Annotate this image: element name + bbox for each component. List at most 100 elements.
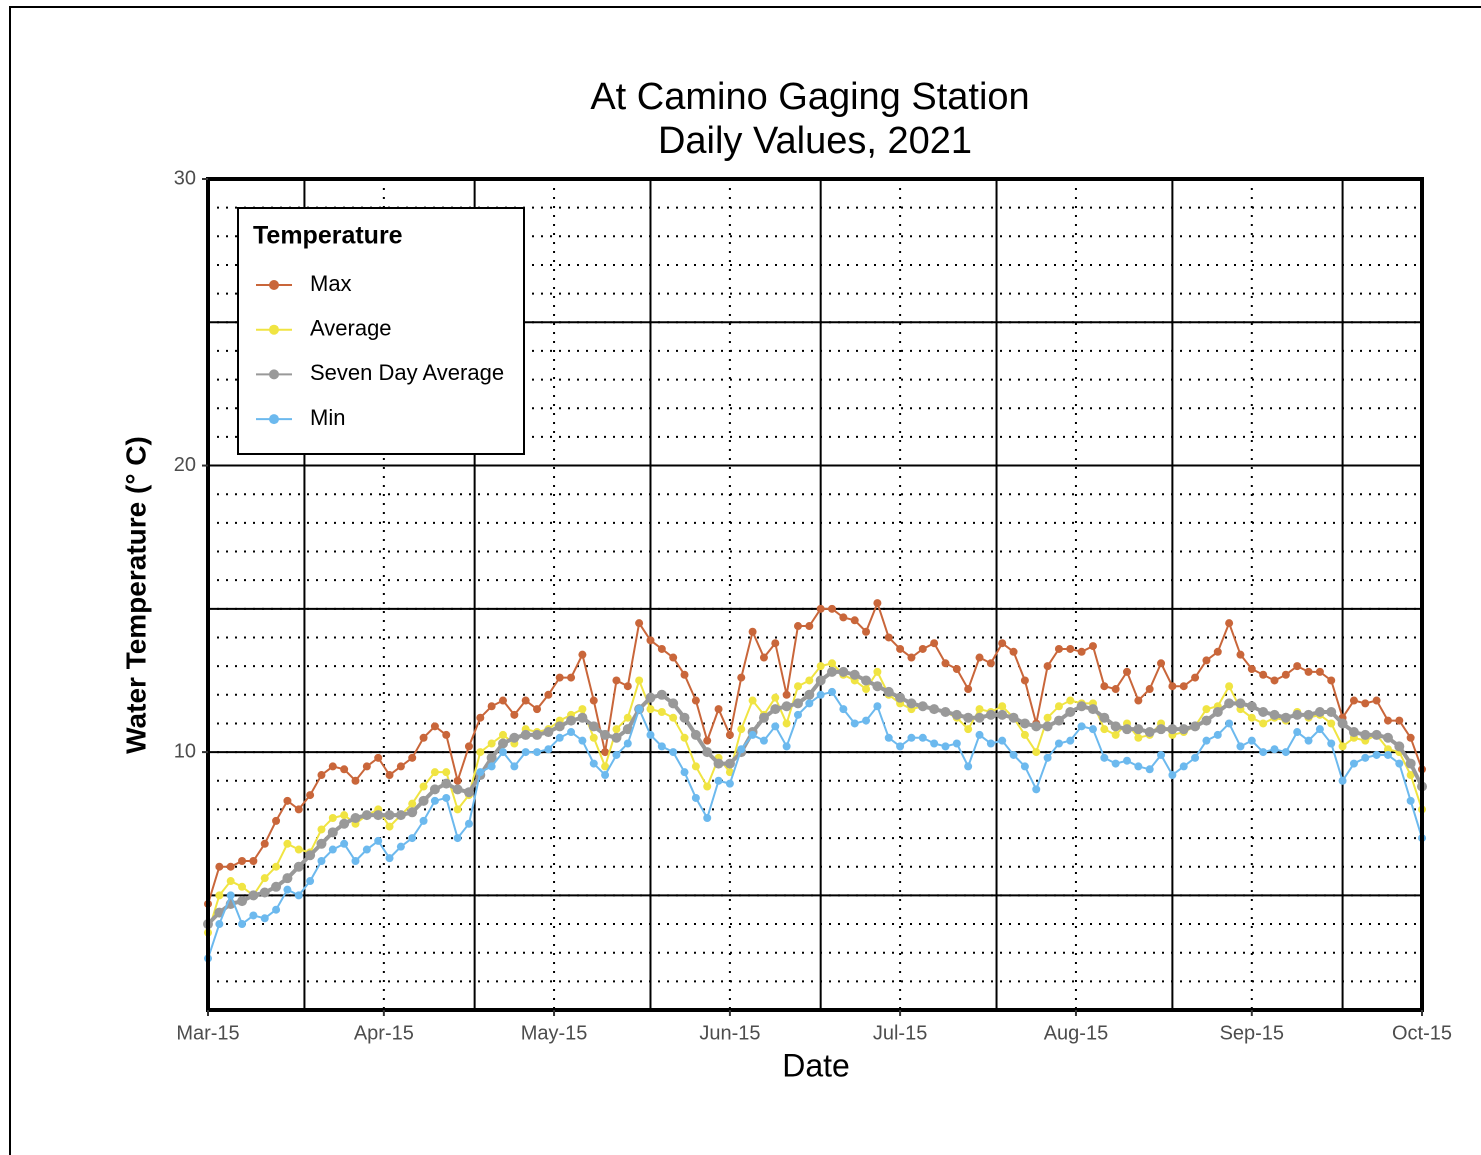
point — [272, 905, 281, 914]
point — [635, 705, 644, 714]
point — [1394, 741, 1405, 752]
point — [815, 675, 826, 686]
point — [1100, 753, 1109, 762]
point — [487, 762, 496, 771]
point — [453, 805, 462, 814]
point — [669, 653, 678, 662]
point — [1225, 619, 1234, 628]
x-tick-label: Mar-15 — [176, 1022, 239, 1044]
point — [1280, 712, 1291, 723]
point — [1179, 682, 1188, 691]
point — [963, 712, 974, 723]
point — [442, 768, 451, 777]
point — [578, 736, 587, 745]
point — [395, 810, 406, 821]
x-tick-label: Jun-15 — [699, 1022, 760, 1044]
point — [1145, 685, 1154, 694]
point — [601, 771, 610, 780]
point — [385, 822, 394, 831]
point — [839, 613, 848, 622]
point — [509, 732, 520, 743]
point — [419, 733, 428, 742]
point — [883, 686, 894, 697]
point — [589, 759, 598, 768]
point — [1269, 709, 1280, 720]
point — [577, 712, 588, 723]
point — [1111, 685, 1120, 694]
point — [828, 604, 837, 613]
point — [339, 818, 350, 829]
point — [884, 733, 893, 742]
point — [419, 782, 428, 791]
point — [567, 673, 576, 682]
point — [793, 710, 802, 719]
point — [498, 748, 507, 757]
point — [1191, 753, 1200, 762]
point — [862, 627, 871, 636]
point — [1235, 698, 1246, 709]
point — [623, 713, 632, 722]
point — [1259, 719, 1268, 728]
y-tick-label: 30 — [174, 167, 196, 189]
series — [204, 599, 1426, 908]
point — [975, 705, 984, 714]
point — [362, 845, 371, 854]
legend-label: Average — [310, 316, 392, 341]
point — [1156, 724, 1167, 735]
point — [645, 692, 656, 703]
point — [748, 627, 757, 636]
legend-label: Seven Day Average — [310, 360, 504, 385]
point — [248, 890, 259, 901]
point — [1031, 721, 1042, 732]
point — [238, 856, 247, 865]
point — [316, 838, 327, 849]
point — [1190, 721, 1201, 732]
point — [1292, 709, 1303, 720]
point — [544, 745, 553, 754]
point — [635, 619, 644, 628]
point — [441, 778, 452, 789]
point — [680, 670, 689, 679]
point — [930, 739, 939, 748]
point — [816, 604, 825, 613]
point — [305, 850, 316, 861]
point — [317, 771, 326, 780]
point — [554, 721, 565, 732]
point — [1111, 730, 1120, 739]
point — [1247, 665, 1256, 674]
point — [1145, 765, 1154, 774]
point — [1077, 722, 1086, 731]
point — [487, 702, 496, 711]
point — [759, 736, 768, 745]
point — [1371, 729, 1382, 740]
point — [1259, 670, 1268, 679]
point — [771, 722, 780, 731]
x-tick-label: Aug-15 — [1044, 1022, 1109, 1044]
point — [1123, 667, 1132, 676]
point — [611, 732, 622, 743]
point — [419, 816, 428, 825]
point — [986, 659, 995, 668]
point — [737, 725, 746, 734]
point — [896, 742, 905, 751]
point — [679, 712, 690, 723]
point — [873, 667, 882, 676]
point — [1201, 715, 1212, 726]
point — [600, 729, 611, 740]
point — [544, 690, 553, 699]
point — [1236, 650, 1245, 659]
point — [998, 736, 1007, 745]
point — [702, 747, 713, 758]
point — [1088, 642, 1097, 651]
point — [408, 799, 417, 808]
point — [724, 758, 735, 769]
point — [804, 689, 815, 700]
point — [418, 795, 429, 806]
point — [407, 807, 418, 818]
point — [384, 810, 395, 821]
point — [1304, 736, 1313, 745]
legend-label: Min — [310, 405, 345, 430]
point — [839, 705, 848, 714]
point — [283, 885, 292, 894]
